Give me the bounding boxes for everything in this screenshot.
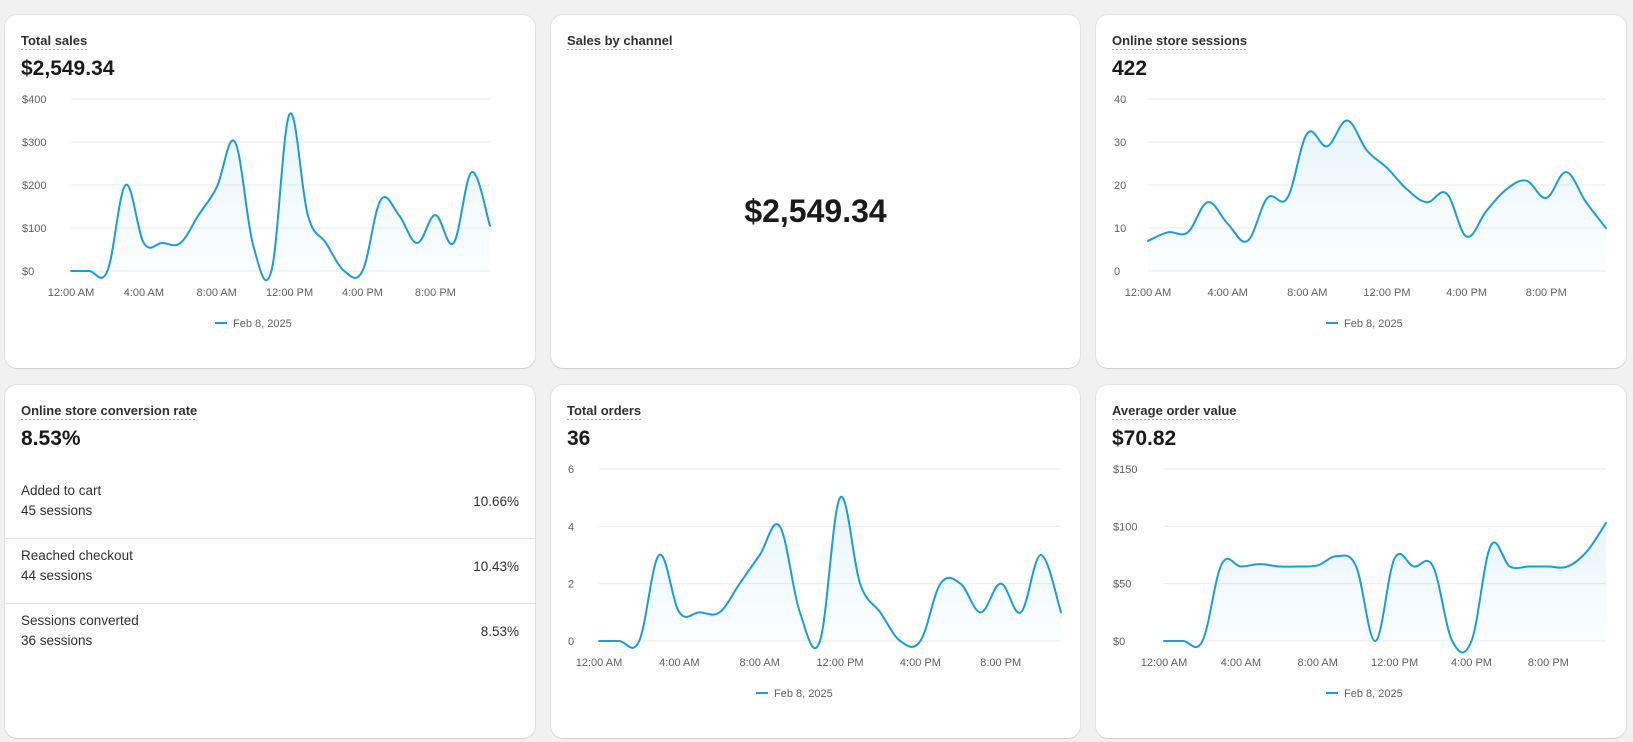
card-value: 36 — [567, 427, 591, 450]
x-tick-label: 12:00 AM — [1141, 657, 1187, 669]
funnel-step-label: Added to cart — [21, 483, 102, 498]
total-sales-chart: $0 $100 $200 $300 $400 12:00 AM 4:00 AM 8:00 AM… — [22, 94, 491, 330]
y-tick-label: 10 — [1114, 223, 1126, 235]
y-tick-label: 20 — [1114, 180, 1126, 192]
x-tick-label: 4:00 PM — [1451, 657, 1492, 669]
x-tick-label: 12:00 PM — [1363, 287, 1410, 299]
total-sales-card: Total sales $2,549.34 $0 $100 $200 $300 $400… — [5, 15, 535, 368]
x-tick-label: 4:00 PM — [342, 287, 383, 299]
sessions-chart: 0 10 20 30 40 12:00 AM 4:00 AM 8:00 AM 12:00 PM 4… — [1114, 94, 1607, 330]
x-tick-label: 12:00 AM — [576, 657, 622, 669]
funnel-step-label: Sessions converted — [21, 613, 139, 628]
legend-label: Feb 8, 2025 — [233, 318, 292, 330]
card-value: $70.82 — [1112, 427, 1177, 450]
series-area — [1164, 522, 1606, 653]
series-line — [1147, 119, 1607, 243]
series-area — [1148, 120, 1606, 271]
legend-label: Feb 8, 2025 — [1344, 688, 1403, 700]
y-tick-label: 0 — [1114, 266, 1120, 278]
card-title[interactable]: Average order value — [1112, 403, 1237, 420]
card-title[interactable]: Online store conversion rate — [21, 403, 198, 420]
x-tick-label: 8:00 AM — [1287, 287, 1327, 299]
card-value: 422 — [1112, 57, 1148, 80]
y-tick-label: 0 — [568, 636, 574, 648]
card-title[interactable]: Sales by channel — [567, 33, 673, 50]
card-title[interactable]: Total sales — [21, 33, 88, 50]
funnel-row-added-to-cart: Added to cart 45 sessions 10.66% — [5, 473, 535, 539]
x-tick-label: 12:00 PM — [266, 287, 313, 299]
y-tick-label: 4 — [568, 521, 574, 533]
x-tick-label: 12:00 PM — [1371, 657, 1418, 669]
y-tick-label: $100 — [22, 223, 46, 235]
y-tick-label: $50 — [1113, 579, 1131, 591]
x-tick-label: 12:00 AM — [48, 287, 94, 299]
y-tick-label: $100 — [1113, 521, 1137, 533]
card-value: $2,549.34 — [21, 57, 115, 80]
x-tick-label: 8:00 AM — [1298, 657, 1338, 669]
channel-total-value: $2,549.34 — [744, 193, 887, 229]
x-tick-label: 8:00 PM — [980, 657, 1021, 669]
card-title[interactable]: Online store sessions — [1112, 33, 1248, 50]
y-tick-label: 40 — [1114, 94, 1126, 106]
x-tick-label: 8:00 AM — [197, 287, 237, 299]
y-tick-label: $400 — [22, 94, 46, 106]
series-line — [598, 495, 1062, 650]
y-tick-label: 2 — [568, 579, 574, 591]
conversion-rate-card: Online store conversion rate 8.53% Added… — [5, 385, 535, 738]
series-line — [1163, 521, 1607, 654]
x-tick-label: 8:00 PM — [415, 287, 456, 299]
x-tick-label: 4:00 AM — [1207, 287, 1247, 299]
x-tick-label: 4:00 AM — [1221, 657, 1261, 669]
x-tick-label: 4:00 AM — [124, 287, 164, 299]
y-tick-label: $0 — [1113, 636, 1125, 648]
funnel-step-sessions: 44 sessions — [21, 568, 93, 583]
x-tick-label: 8:00 PM — [1526, 287, 1567, 299]
total-orders-card: Total orders 36 0 2 4 6 12:00 AM 4:00 AM 8:00 … — [551, 385, 1080, 738]
legend-label: Feb 8, 2025 — [1344, 318, 1403, 330]
funnel-row-reached-checkout: Reached checkout 44 sessions 10.43% — [5, 538, 535, 604]
funnel-step-percent: 10.66% — [473, 494, 519, 509]
average-order-value-card: Average order value $70.82 $0 $50 $100 $150… — [1096, 385, 1626, 738]
x-tick-label: 8:00 PM — [1528, 657, 1569, 669]
funnel-row-sessions-converted: Sessions converted 36 sessions 8.53% — [5, 603, 535, 668]
y-tick-label: 30 — [1114, 137, 1126, 149]
funnel-step-sessions: 45 sessions — [21, 503, 93, 518]
y-tick-label: $200 — [22, 180, 46, 192]
funnel-step-label: Reached checkout — [21, 548, 133, 563]
x-tick-label: 8:00 AM — [740, 657, 780, 669]
total-orders-chart: 0 2 4 6 12:00 AM 4:00 AM 8:00 AM 12:00 PM 4:00 P… — [568, 464, 1062, 700]
series-line — [70, 112, 491, 281]
x-tick-label: 4:00 PM — [900, 657, 941, 669]
aov-chart: $0 $50 $100 $150 12:00 AM 4:00 AM 8:00 AM 12:00… — [1113, 464, 1607, 700]
funnel-step-percent: 10.43% — [473, 559, 519, 574]
funnel-step-percent: 8.53% — [480, 624, 519, 639]
y-tick-label: $150 — [1113, 464, 1137, 476]
card-title[interactable]: Total orders — [567, 403, 642, 420]
y-tick-label: $300 — [22, 137, 46, 149]
y-tick-label: $0 — [22, 266, 34, 278]
legend-label: Feb 8, 2025 — [774, 688, 833, 700]
x-tick-label: 4:00 AM — [659, 657, 699, 669]
sales-by-channel-card: Sales by channel $2,549.34 — [551, 15, 1080, 368]
funnel-step-sessions: 36 sessions — [21, 633, 93, 648]
x-tick-label: 12:00 PM — [816, 657, 863, 669]
x-tick-label: 12:00 AM — [1125, 287, 1171, 299]
y-tick-label: 6 — [568, 464, 574, 476]
x-tick-label: 4:00 PM — [1446, 287, 1487, 299]
card-value: 8.53% — [21, 427, 81, 450]
online-store-sessions-card: Online store sessions 422 0 10 20 30 40 12:00… — [1096, 15, 1626, 368]
